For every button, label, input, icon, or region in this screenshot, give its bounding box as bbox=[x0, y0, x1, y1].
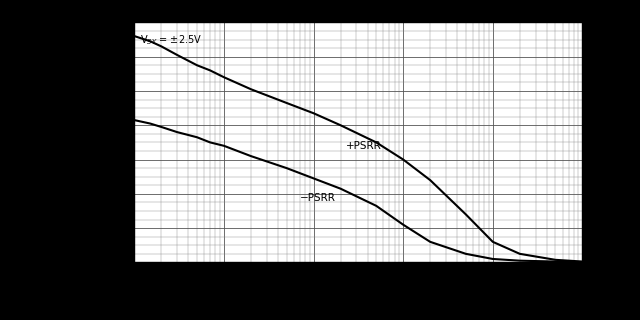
Text: Figure 35. PSRR vs. Frequency at ±2.5 V: Figure 35. PSRR vs. Frequency at ±2.5 V bbox=[225, 301, 453, 311]
Text: 01101-035: 01101-035 bbox=[608, 141, 614, 179]
Text: +PSRR: +PSRR bbox=[346, 141, 382, 151]
X-axis label: FREQUENCY (Hz): FREQUENCY (Hz) bbox=[309, 286, 408, 296]
Y-axis label: PSRR (dB): PSRR (dB) bbox=[91, 113, 100, 172]
Text: −PSRR: −PSRR bbox=[300, 193, 335, 203]
Text: V$_{SY}$ = ±2.5V: V$_{SY}$ = ±2.5V bbox=[140, 33, 202, 47]
